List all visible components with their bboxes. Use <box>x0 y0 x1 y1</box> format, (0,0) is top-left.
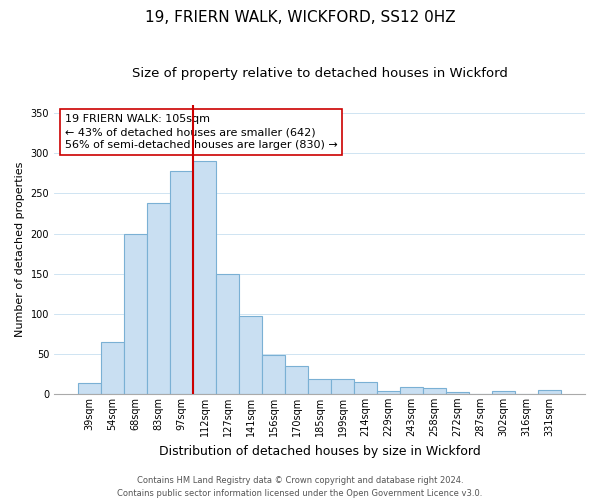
Bar <box>354 382 377 394</box>
Bar <box>331 380 354 394</box>
X-axis label: Distribution of detached houses by size in Wickford: Distribution of detached houses by size … <box>158 444 481 458</box>
Bar <box>492 390 515 394</box>
Bar <box>147 203 170 394</box>
Bar <box>538 390 561 394</box>
Bar <box>239 316 262 394</box>
Title: Size of property relative to detached houses in Wickford: Size of property relative to detached ho… <box>131 68 508 80</box>
Text: 19, FRIERN WALK, WICKFORD, SS12 0HZ: 19, FRIERN WALK, WICKFORD, SS12 0HZ <box>145 10 455 25</box>
Text: Contains HM Land Registry data © Crown copyright and database right 2024.
Contai: Contains HM Land Registry data © Crown c… <box>118 476 482 498</box>
Bar <box>308 380 331 394</box>
Bar <box>423 388 446 394</box>
Text: 19 FRIERN WALK: 105sqm
← 43% of detached houses are smaller (642)
56% of semi-de: 19 FRIERN WALK: 105sqm ← 43% of detached… <box>65 114 337 150</box>
Bar <box>446 392 469 394</box>
Y-axis label: Number of detached properties: Number of detached properties <box>15 162 25 338</box>
Bar <box>400 388 423 394</box>
Bar <box>124 234 147 394</box>
Bar <box>262 354 285 394</box>
Bar <box>78 384 101 394</box>
Bar <box>170 171 193 394</box>
Bar <box>216 274 239 394</box>
Bar <box>101 342 124 394</box>
Bar <box>377 390 400 394</box>
Bar <box>193 162 216 394</box>
Bar <box>285 366 308 394</box>
